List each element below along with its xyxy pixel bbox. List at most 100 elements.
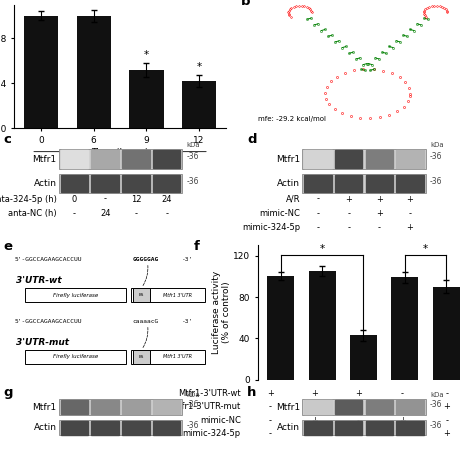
Bar xyxy=(267,276,294,380)
Text: Firefly luciferase: Firefly luciferase xyxy=(53,292,98,298)
Bar xyxy=(433,287,460,380)
Bar xyxy=(365,175,393,192)
Text: -: - xyxy=(317,209,319,218)
Text: *: * xyxy=(319,244,325,254)
Text: -36: -36 xyxy=(187,177,199,186)
Bar xyxy=(59,149,182,169)
Bar xyxy=(77,16,111,128)
Text: 24: 24 xyxy=(100,209,110,218)
Bar xyxy=(365,420,393,435)
Text: -36: -36 xyxy=(187,152,199,161)
Text: Mtfr1 3'UTR: Mtfr1 3'UTR xyxy=(163,292,191,298)
Text: mimic-324-5p: mimic-324-5p xyxy=(242,223,300,232)
Text: anta-324-5p (h): anta-324-5p (h) xyxy=(0,195,56,204)
Text: kDa: kDa xyxy=(430,392,444,398)
Bar xyxy=(396,175,424,192)
Text: 3'UTR-wt: 3'UTR-wt xyxy=(16,276,62,285)
Text: -: - xyxy=(269,416,272,425)
Bar xyxy=(304,150,332,168)
Bar xyxy=(59,420,182,436)
Text: GGGGGAG: GGGGGAG xyxy=(133,257,159,263)
Bar xyxy=(153,150,181,168)
Text: -: - xyxy=(313,429,316,438)
Text: mimic-NC: mimic-NC xyxy=(259,209,300,218)
Bar xyxy=(304,175,332,192)
Bar xyxy=(91,175,119,192)
Bar xyxy=(365,400,393,414)
Text: c: c xyxy=(4,133,11,146)
Bar xyxy=(122,420,150,435)
Text: kDa: kDa xyxy=(187,392,201,398)
Bar xyxy=(304,400,332,414)
Bar xyxy=(365,150,393,168)
Text: Mtfr1: Mtfr1 xyxy=(276,403,300,412)
Text: -: - xyxy=(317,223,319,232)
Text: +: + xyxy=(443,429,450,438)
Text: 12: 12 xyxy=(131,195,141,204)
Text: *: * xyxy=(144,50,149,60)
Text: +: + xyxy=(311,389,318,398)
Bar xyxy=(133,288,150,302)
Text: -3': -3' xyxy=(182,257,193,263)
Text: 5'-GGCCAGAAGCACCUU: 5'-GGCCAGAAGCACCUU xyxy=(14,257,82,263)
Text: -36: -36 xyxy=(430,177,443,186)
Text: f: f xyxy=(194,240,200,253)
Text: Firefly luciferase: Firefly luciferase xyxy=(53,355,98,359)
Text: e: e xyxy=(4,240,13,253)
Text: +: + xyxy=(443,402,450,411)
Text: -: - xyxy=(445,416,448,425)
Text: -: - xyxy=(135,209,137,218)
Bar xyxy=(61,420,88,435)
Bar xyxy=(302,420,426,436)
Text: anta-NC (h): anta-NC (h) xyxy=(8,209,56,218)
Bar xyxy=(392,277,418,380)
Text: g: g xyxy=(4,386,13,399)
Bar xyxy=(335,420,363,435)
Bar xyxy=(122,400,150,414)
Bar xyxy=(153,400,181,414)
Bar xyxy=(59,174,182,193)
Text: 24: 24 xyxy=(161,195,172,204)
Bar xyxy=(25,288,127,302)
Bar xyxy=(335,175,363,192)
Text: Mtfr1: Mtfr1 xyxy=(32,403,56,412)
Text: -3': -3' xyxy=(182,319,193,324)
Bar xyxy=(61,150,88,168)
Text: -: - xyxy=(347,209,350,218)
Text: Actin: Actin xyxy=(34,179,56,188)
Text: +: + xyxy=(376,195,383,204)
Text: Mtfr1 3'UTR: Mtfr1 3'UTR xyxy=(163,355,191,359)
Text: -36: -36 xyxy=(187,400,199,409)
Bar xyxy=(335,400,363,414)
Text: -: - xyxy=(401,389,404,398)
Text: -: - xyxy=(409,209,411,218)
Bar xyxy=(350,335,377,380)
Text: Mtfr1: Mtfr1 xyxy=(276,155,300,164)
Text: +: + xyxy=(267,389,274,398)
Bar xyxy=(91,420,119,435)
Bar xyxy=(24,16,58,128)
Text: -: - xyxy=(445,389,448,398)
Text: Actin: Actin xyxy=(277,179,300,188)
Text: *: * xyxy=(423,244,428,254)
Text: caaaacG: caaaacG xyxy=(133,319,159,324)
Text: -36: -36 xyxy=(187,420,199,429)
Bar xyxy=(153,420,181,435)
Bar xyxy=(396,150,424,168)
Bar xyxy=(91,150,119,168)
Bar xyxy=(131,350,205,364)
Text: kDa: kDa xyxy=(187,142,201,147)
Text: -: - xyxy=(401,429,404,438)
Text: mimic-NC: mimic-NC xyxy=(200,416,241,425)
Y-axis label: Luciferase activity
(% of control): Luciferase activity (% of control) xyxy=(212,271,231,354)
Bar xyxy=(133,350,150,364)
Text: 5'-GGCCAGAAGCACCUU: 5'-GGCCAGAAGCACCUU xyxy=(14,319,82,324)
Bar xyxy=(309,271,336,380)
Text: b: b xyxy=(241,0,250,8)
Text: Mtfr1-3'UTR-wt: Mtfr1-3'UTR-wt xyxy=(178,389,241,398)
Text: -: - xyxy=(313,402,316,411)
Text: -: - xyxy=(104,195,107,204)
Text: *: * xyxy=(197,62,201,72)
Text: -: - xyxy=(378,223,381,232)
Bar xyxy=(61,175,88,192)
